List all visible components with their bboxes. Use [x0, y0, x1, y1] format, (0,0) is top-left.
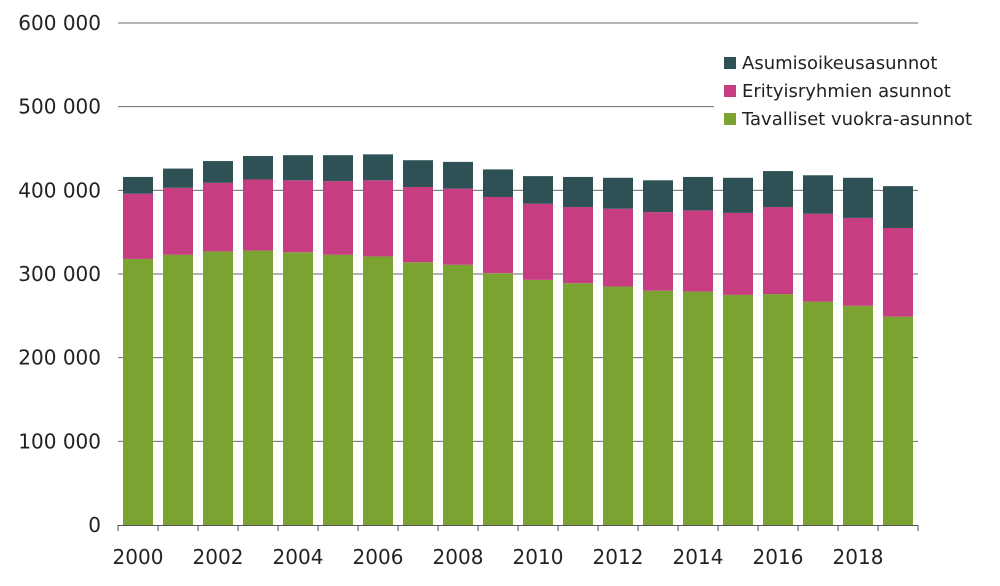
legend: Asumisoikeusasunnot Erityisryhmien asunno…	[714, 44, 996, 134]
legend-label: Tavalliset vuokra-asunnot	[741, 109, 972, 130]
x-tick-label: 2010	[513, 545, 564, 569]
bar-segment	[243, 179, 273, 251]
bar-segment	[323, 181, 353, 255]
bar-segment	[203, 251, 233, 525]
bar-segment	[723, 294, 753, 525]
bar-segment	[883, 227, 913, 317]
x-axis: 2000 2002 2004 2006 2008 2010 2012 2014 2016 2018	[113, 525, 919, 569]
bar-segment	[363, 154, 393, 181]
bar-segment	[163, 168, 193, 188]
bar-segment	[763, 207, 793, 295]
y-tick-label: 600 000	[18, 11, 101, 35]
y-tick-label: 300 000	[18, 262, 101, 286]
bar-segment	[483, 197, 513, 274]
legend-label: Erityisryhmien asunnot	[742, 81, 951, 102]
legend-swatch	[724, 85, 736, 97]
bar-segment	[843, 305, 873, 525]
bar-segment	[123, 176, 153, 194]
bar-segment	[763, 294, 793, 525]
bar-segment	[163, 254, 193, 526]
bar-segment	[603, 177, 633, 209]
bar-segment	[243, 250, 273, 525]
bar-segment	[363, 256, 393, 525]
bar-segment	[683, 291, 713, 525]
x-tick-label: 2004	[273, 545, 324, 569]
bar-segment	[283, 252, 313, 525]
bar-segment	[603, 208, 633, 287]
bar-segment	[523, 203, 553, 280]
bar-segment	[723, 212, 753, 295]
bar-segment	[123, 193, 153, 259]
bar-segment	[283, 155, 313, 181]
bar-segment	[483, 169, 513, 198]
bar-segment	[683, 210, 713, 292]
bar-segment	[643, 180, 673, 213]
bar-segment	[403, 262, 433, 525]
x-tick-label: 2006	[353, 545, 404, 569]
bar-segment	[523, 279, 553, 525]
bar-segment	[843, 177, 873, 218]
bar-segment	[803, 175, 833, 214]
y-tick-label: 100 000	[18, 429, 101, 453]
bar-segment	[363, 180, 393, 257]
bar-segment	[883, 186, 913, 228]
bar-segment	[883, 316, 913, 525]
bar-segment	[763, 171, 793, 208]
legend-label: Asumisoikeusasunnot	[742, 53, 937, 74]
bar-segment	[643, 290, 673, 525]
bar-segment	[403, 186, 433, 263]
y-tick-label: 0	[88, 513, 101, 537]
bar-segment	[403, 160, 433, 187]
y-tick-label: 500 000	[18, 95, 101, 119]
bar-segment	[323, 254, 353, 526]
bar-segment	[563, 176, 593, 208]
bar-segment	[443, 161, 473, 189]
x-tick-label: 2018	[833, 545, 884, 569]
bar-segment	[243, 156, 273, 180]
legend-background	[714, 44, 996, 134]
bar-segment	[123, 258, 153, 525]
x-tick-label: 2012	[593, 545, 644, 569]
bar-segment	[683, 176, 713, 211]
y-tick-label: 400 000	[18, 178, 101, 202]
bar-segment	[723, 177, 753, 213]
bar-segment	[283, 180, 313, 253]
bar-segment	[803, 301, 833, 525]
legend-swatch	[724, 57, 736, 69]
bar-segment	[843, 217, 873, 306]
bar-segment	[603, 286, 633, 525]
y-tick-label: 200 000	[18, 346, 101, 370]
bar-segment	[803, 213, 833, 302]
bar-segment	[163, 187, 193, 255]
x-tick-label: 2014	[673, 545, 724, 569]
x-tick-label: 2016	[753, 545, 804, 569]
bar-segment	[523, 176, 553, 204]
bar-segment	[643, 212, 673, 291]
bar-segment	[563, 283, 593, 525]
bar-segment	[563, 207, 593, 284]
x-tick-label: 2000	[113, 545, 164, 569]
bars	[123, 154, 913, 526]
bar-segment	[483, 273, 513, 525]
y-axis: 0 100 000 200 000 300 000 400 000 500 000 600 …	[18, 11, 101, 537]
bar-segment	[443, 264, 473, 525]
legend-swatch	[724, 113, 736, 125]
bar-segment	[203, 161, 233, 183]
bar-segment	[203, 182, 233, 252]
bar-segment	[443, 188, 473, 265]
bar-segment	[323, 155, 353, 182]
x-tick-label: 2008	[433, 545, 484, 569]
x-tick-label: 2002	[193, 545, 244, 569]
